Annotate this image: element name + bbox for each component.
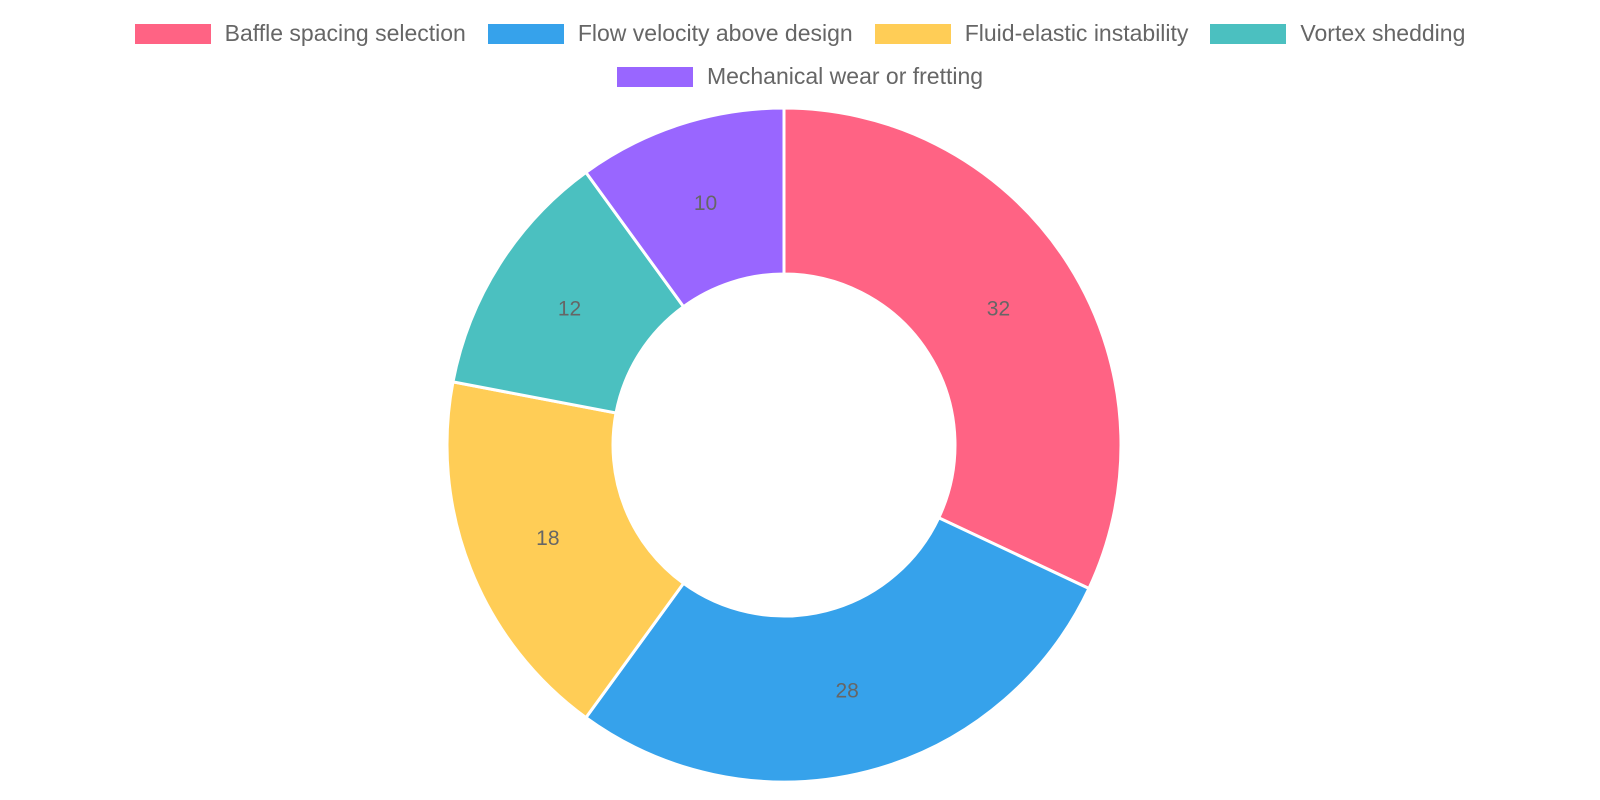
slice-value-label-flow-velocity: 28 — [835, 680, 858, 703]
legend-row-2: Mechanical wear or fretting — [606, 55, 994, 98]
slice-flow-velocity[interactable] — [583, 515, 1091, 784]
chart-legend: Baffle spacing selection Flow velocity a… — [0, 12, 1600, 98]
legend-item-vortex-shedding[interactable]: Vortex shedding — [1210, 20, 1465, 47]
legend-label: Baffle spacing selection — [224, 20, 466, 46]
legend-row-1: Baffle spacing selection Flow velocity a… — [124, 12, 1477, 55]
slice-fluid-elastic[interactable] — [445, 380, 686, 720]
slice-value-label-baffle-spacing: 32 — [987, 297, 1010, 320]
legend-swatch — [134, 23, 211, 44]
slice-value-label-mechanical-wear: 10 — [694, 192, 717, 215]
legend-label: Mechanical wear or fretting — [706, 63, 984, 89]
slice-vortex-shedding[interactable] — [451, 170, 686, 415]
slice-value-label-fluid-elastic: 18 — [536, 527, 559, 550]
legend-item-flow-velocity[interactable]: Flow velocity above design — [487, 20, 853, 47]
legend-item-fluid-elastic[interactable]: Fluid-elastic instability — [874, 20, 1189, 47]
slice-mechanical-wear[interactable] — [583, 106, 786, 309]
legend-label: Fluid-elastic instability — [964, 20, 1189, 46]
slice-value-label-vortex-shedding: 12 — [558, 297, 581, 320]
legend-swatch — [1210, 23, 1287, 44]
legend-swatch — [874, 23, 951, 44]
legend-label: Flow velocity above design — [577, 20, 853, 46]
legend-swatch — [487, 23, 564, 44]
slice-baffle-spacing[interactable] — [782, 106, 1123, 591]
legend-label: Vortex shedding — [1300, 20, 1466, 46]
legend-swatch — [616, 66, 693, 87]
legend-item-baffle-spacing[interactable]: Baffle spacing selection — [134, 20, 466, 47]
legend-item-mechanical-wear[interactable]: Mechanical wear or fretting — [616, 63, 984, 90]
